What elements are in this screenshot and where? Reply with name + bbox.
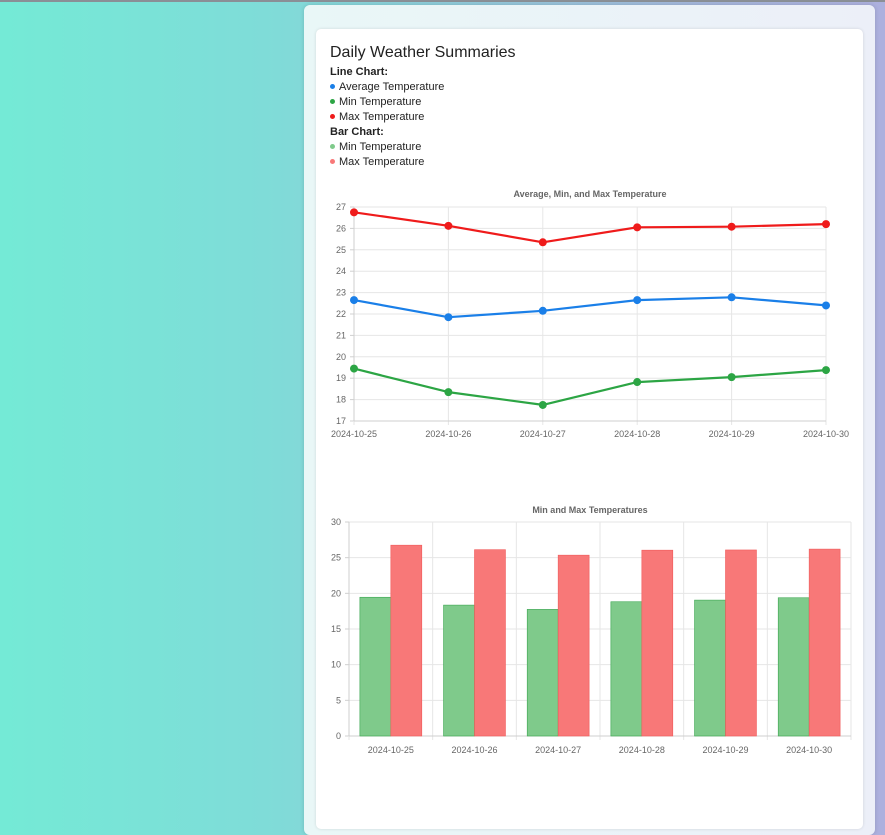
- line-series-0: [353, 296, 827, 319]
- bar-chart-y-tick-label: 5: [336, 695, 341, 705]
- legend-label: Average Temperature: [339, 81, 445, 93]
- bar-min: [526, 609, 559, 737]
- bar-chart-x-tick-label: 2024-10-28: [619, 745, 665, 755]
- bar-chart-y-tick-label: 15: [331, 624, 341, 634]
- legend-dot-icon: [330, 113, 335, 119]
- line-point: [350, 296, 358, 305]
- line-chart-y-tick-label: 27: [336, 202, 346, 212]
- legend-dot-icon: [330, 158, 335, 164]
- window-top-border: [0, 0, 885, 2]
- line-point: [350, 208, 358, 217]
- line-point: [350, 364, 358, 373]
- bar-chart-y-tick-label: 25: [331, 553, 341, 563]
- page-title: Daily Weather Summaries: [330, 44, 516, 61]
- line-legend-item-min: Min Temperature: [330, 96, 421, 109]
- line-chart-x-tick-label: 2024-10-25: [331, 429, 377, 439]
- bar-min: [694, 599, 726, 737]
- line-chart-y-tick-label: 21: [336, 330, 346, 340]
- line-chart-x-tick-label: 2024-10-30: [803, 429, 849, 439]
- bar-min: [777, 597, 810, 737]
- line-point: [727, 222, 736, 231]
- line-chart-y-tick-label: 20: [336, 352, 346, 362]
- line-point: [633, 296, 642, 305]
- line-point: [727, 293, 736, 302]
- legend-label: Max Temperature: [339, 111, 425, 123]
- bar-chart-y-tick-label: 0: [336, 731, 341, 741]
- bar-max: [557, 554, 590, 737]
- line-point: [538, 238, 547, 247]
- line-chart-y-tick-label: 25: [336, 245, 346, 255]
- line-legend-header: Line Chart:: [330, 66, 389, 78]
- bar-chart-x-tick-label: 2024-10-27: [535, 745, 581, 755]
- line-chart-y-tick-label: 19: [336, 373, 346, 383]
- bar-legend-header: Bar Chart:: [330, 126, 384, 138]
- bar-chart-x-tick-label: 2024-10-26: [451, 745, 497, 755]
- bar-chart-x-tick-label: 2024-10-25: [368, 745, 414, 755]
- bar-max: [474, 549, 506, 737]
- line-series-1: [353, 367, 827, 406]
- bar-chart-title: Min and Max Temperatures: [532, 505, 647, 515]
- line-chart-x-tick-label: 2024-10-28: [614, 429, 660, 439]
- bar-chart-x-tick-label: 2024-10-29: [702, 745, 748, 755]
- line-chart-y-tick-label: 22: [336, 309, 346, 319]
- bar-chart-y-tick-label: 20: [331, 588, 341, 598]
- line-chart-y-tick-label: 17: [336, 416, 346, 426]
- line-point: [633, 223, 642, 232]
- line-point: [538, 400, 547, 409]
- line-point: [444, 221, 453, 230]
- line-point: [822, 220, 830, 229]
- bar-legend-item-max: Max Temperature: [330, 156, 424, 169]
- bar-min: [359, 596, 392, 737]
- legend-label: Min Temperature: [339, 96, 422, 108]
- line-legend-item-max: Max Temperature: [330, 111, 424, 124]
- line-point: [444, 313, 453, 322]
- line-chart-x-tick-label: 2024-10-26: [425, 429, 471, 439]
- legend-dot-icon: [330, 98, 335, 104]
- bar-chart-x-tick-label: 2024-10-30: [786, 745, 832, 755]
- bar-legend-item-min: Min Temperature: [330, 141, 421, 154]
- line-chart-y-tick-label: 26: [336, 223, 346, 233]
- line-chart-x-tick-label: 2024-10-29: [709, 429, 755, 439]
- bar-chart-y-tick-label: 30: [331, 517, 341, 527]
- line-chart-y-tick-label: 24: [336, 266, 346, 276]
- line-point: [822, 366, 830, 375]
- bar-max: [725, 549, 757, 737]
- line-series-2: [353, 211, 827, 244]
- legend-dot-icon: [330, 143, 335, 149]
- bar-max: [390, 544, 423, 737]
- line-chart-x-tick-label: 2024-10-27: [520, 429, 566, 439]
- legend-label: Max Temperature: [339, 156, 425, 168]
- legend-dot-icon: [330, 83, 335, 89]
- legend-label: Min Temperature: [339, 141, 422, 153]
- line-chart-y-tick-label: 23: [336, 288, 346, 298]
- bar-chart-y-tick-label: 10: [331, 660, 341, 670]
- bar-min: [443, 604, 475, 737]
- bar-max: [808, 548, 841, 737]
- bar-min: [610, 601, 643, 737]
- line-point: [822, 301, 830, 310]
- line-point: [538, 306, 547, 315]
- line-point: [727, 373, 736, 382]
- bar-max: [641, 549, 674, 737]
- line-chart-y-tick-label: 18: [336, 395, 346, 405]
- line-legend-item-average: Average Temperature: [330, 81, 444, 94]
- line-point: [633, 378, 642, 387]
- line-point: [444, 388, 453, 397]
- line-chart-title: Average, Min, and Max Temperature: [513, 189, 666, 199]
